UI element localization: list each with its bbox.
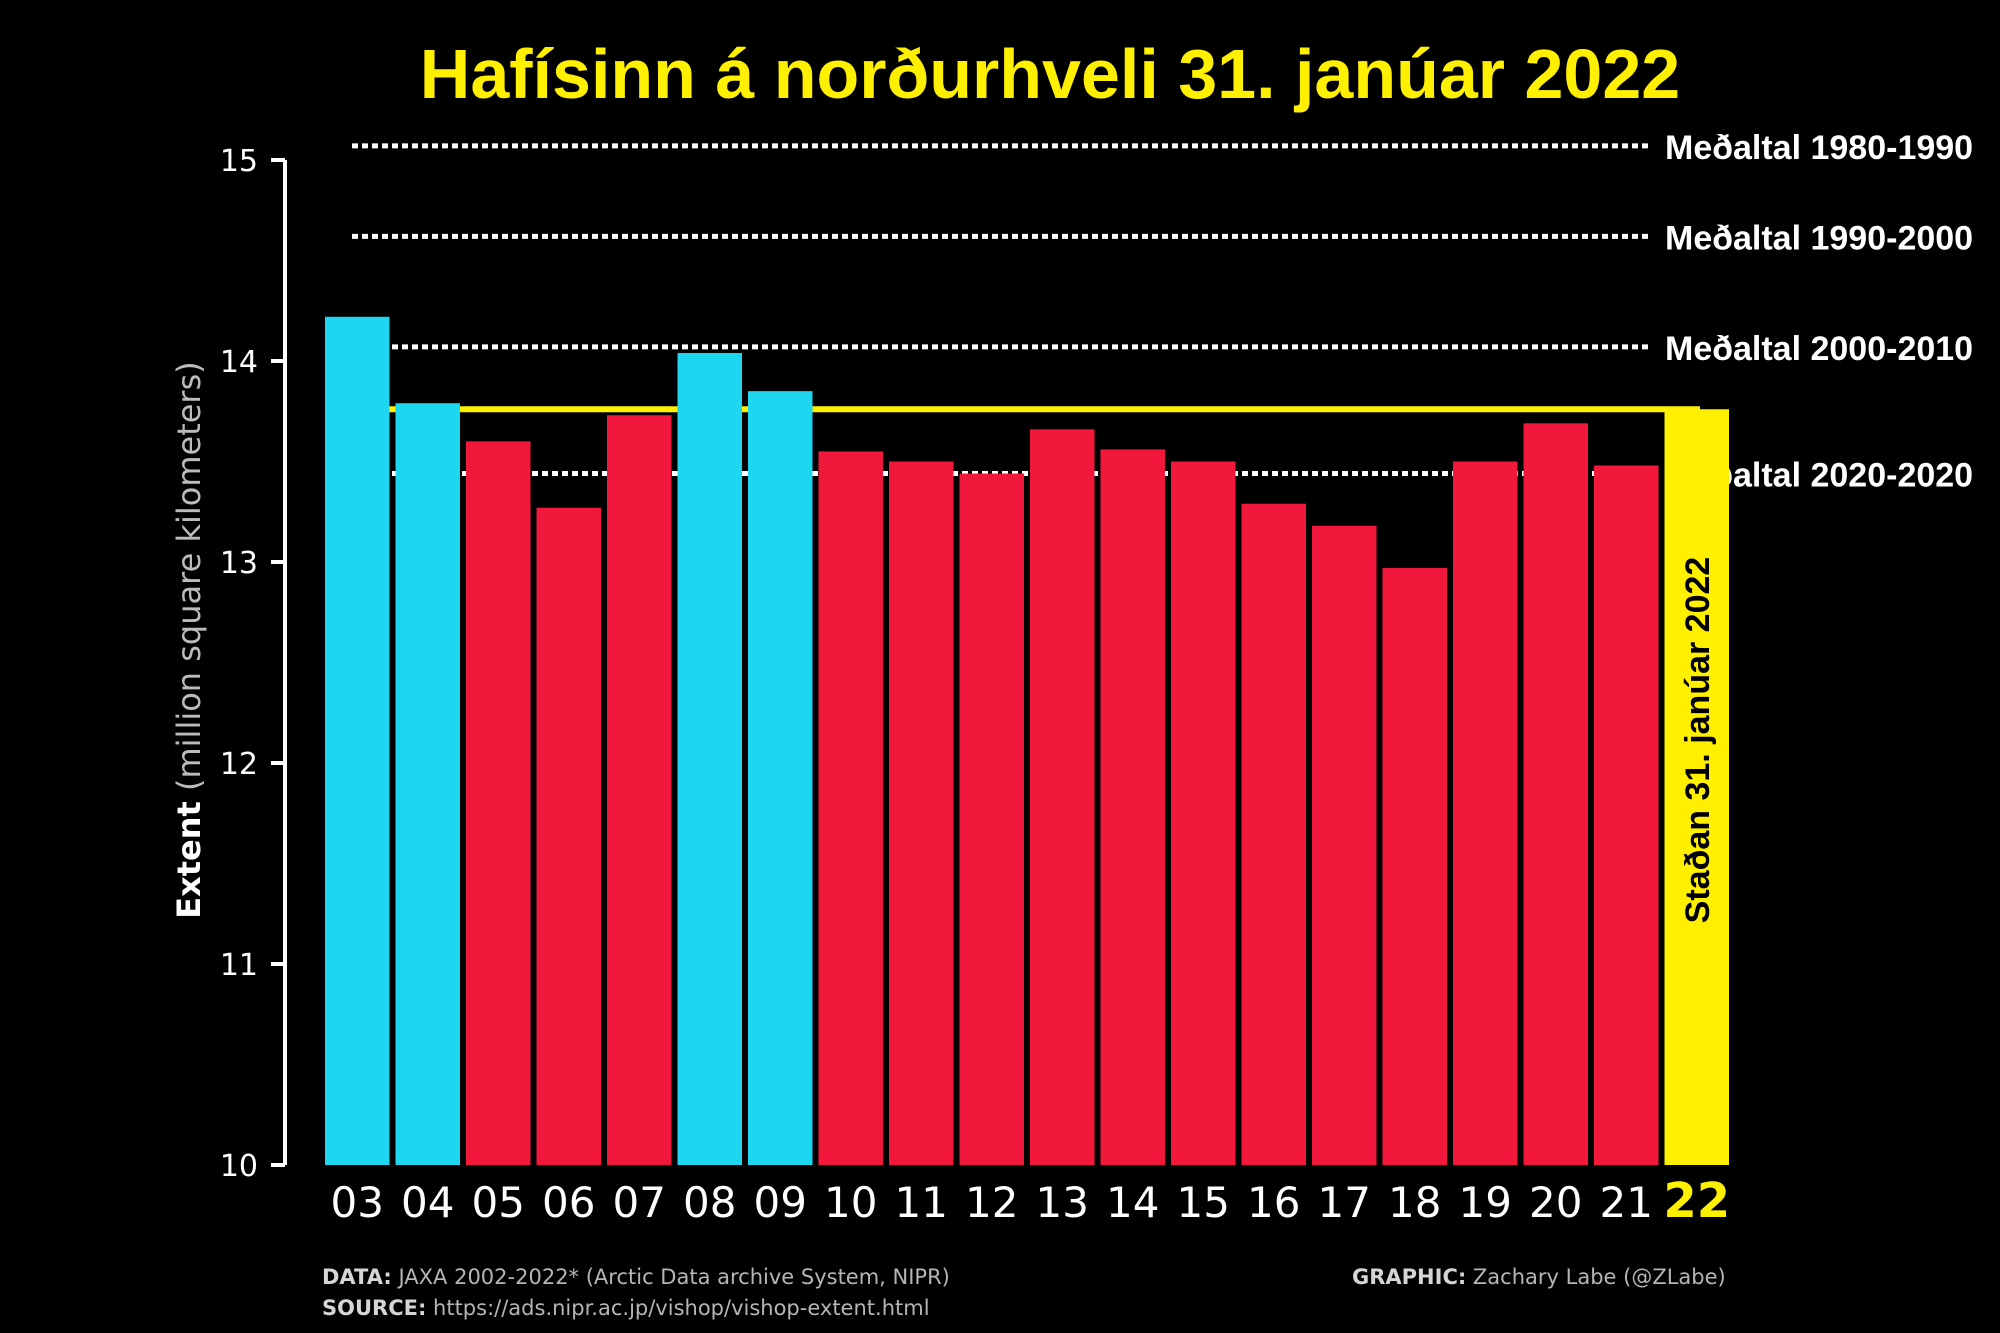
bar-05	[466, 441, 531, 1165]
bar-07	[607, 415, 672, 1165]
y-axis: 10 11 12 13 14 15	[220, 144, 287, 1184]
reference-line-label: Meðaltal 1980-1990	[1665, 129, 1973, 167]
bar-17	[1312, 525, 1377, 1165]
x-tick-label: 13	[1036, 1178, 1089, 1227]
chart-title: Hafísinn á norðurhveli 31. janúar 2022	[420, 35, 1680, 113]
y-tick-label: 14	[220, 345, 258, 380]
x-tick-label: 08	[683, 1178, 736, 1227]
bar-20	[1523, 423, 1588, 1165]
footer-data-text: JAXA 2002-2022* (Arctic Data archive Sys…	[392, 1265, 950, 1289]
bar-11	[889, 461, 954, 1165]
x-tick-label: 05	[472, 1178, 525, 1227]
x-tick-label: 18	[1388, 1178, 1441, 1227]
x-tick-label: 14	[1106, 1178, 1159, 1227]
bar-21	[1594, 465, 1659, 1165]
bar-14	[1100, 449, 1165, 1165]
footer-data-label: DATA:	[322, 1265, 392, 1289]
footer: DATA: JAXA 2002-2022* (Arctic Data archi…	[322, 1265, 1726, 1320]
bar-09	[748, 391, 813, 1165]
y-tick-label: 12	[220, 747, 258, 782]
x-tick-label: 21	[1600, 1178, 1653, 1227]
x-tick-label: 11	[895, 1178, 948, 1227]
y-axis-label-rest: (million square kilometers)	[170, 361, 208, 801]
x-axis: 03 04 05 06 07 08 09 10 11 12 13 14 15 16 17 18 19 20 21 22	[331, 1173, 1731, 1229]
x-tick-label: 20	[1529, 1178, 1582, 1227]
x-tick-label: 19	[1459, 1178, 1512, 1227]
y-tick-label: 11	[220, 948, 258, 983]
bar-19	[1453, 461, 1518, 1165]
bars: Staðan 31. janúar 2022	[325, 316, 1729, 1166]
x-tick-label: 17	[1318, 1178, 1371, 1227]
x-tick-label: 09	[754, 1178, 807, 1227]
x-tick-label: 15	[1177, 1178, 1230, 1227]
x-tick-label: 06	[542, 1178, 595, 1227]
y-tick-label: 15	[220, 144, 258, 179]
x-tick-label: 07	[613, 1178, 666, 1227]
footer-graphic: GRAPHIC: Zachary Labe (@ZLabe)	[1352, 1265, 1726, 1289]
bar-04	[395, 403, 460, 1166]
bar-18	[1382, 568, 1447, 1165]
x-tick-label: 12	[965, 1178, 1018, 1227]
bar-12	[959, 473, 1024, 1165]
reference-lines: Meðaltal 1980-1990 Meðaltal 1990-2000 Meða…	[350, 129, 1973, 495]
y-axis-label-bold: Extent	[170, 801, 208, 919]
footer-graphic-label: GRAPHIC:	[1352, 1265, 1466, 1289]
x-tick-label: 03	[331, 1178, 384, 1227]
footer-source: SOURCE: https://ads.nipr.ac.jp/vishop/vi…	[322, 1296, 930, 1320]
x-tick-label: 10	[824, 1178, 877, 1227]
footer-source-label: SOURCE:	[322, 1296, 426, 1320]
highlight-label: Staðan 31. janúar 2022	[1679, 557, 1717, 924]
x-tick-label: 04	[401, 1178, 454, 1227]
y-tick-label: 13	[220, 546, 258, 581]
bar-22	[1664, 409, 1729, 1165]
y-tick-label: 10	[220, 1149, 258, 1184]
bar-03	[325, 316, 390, 1165]
y-axis-label: Extent (million square kilometers)	[170, 361, 208, 918]
bar-15	[1171, 461, 1236, 1165]
bar-16	[1241, 503, 1306, 1166]
bar-13	[1030, 429, 1095, 1166]
footer-source-text: https://ads.nipr.ac.jp/vishop/vishop-ext…	[426, 1296, 929, 1320]
reference-line-label: Meðaltal 2000-2010	[1665, 330, 1973, 368]
x-tick-label: 22	[1663, 1173, 1730, 1229]
footer-data: DATA: JAXA 2002-2022* (Arctic Data archi…	[322, 1265, 950, 1289]
bar-06	[536, 507, 601, 1166]
reference-line-label: Meðaltal 1990-2000	[1665, 219, 1973, 257]
bar-10	[818, 451, 883, 1165]
footer-graphic-text: Zachary Labe (@ZLabe)	[1466, 1265, 1725, 1289]
bar-08	[677, 352, 742, 1166]
x-tick-label: 16	[1247, 1178, 1300, 1227]
